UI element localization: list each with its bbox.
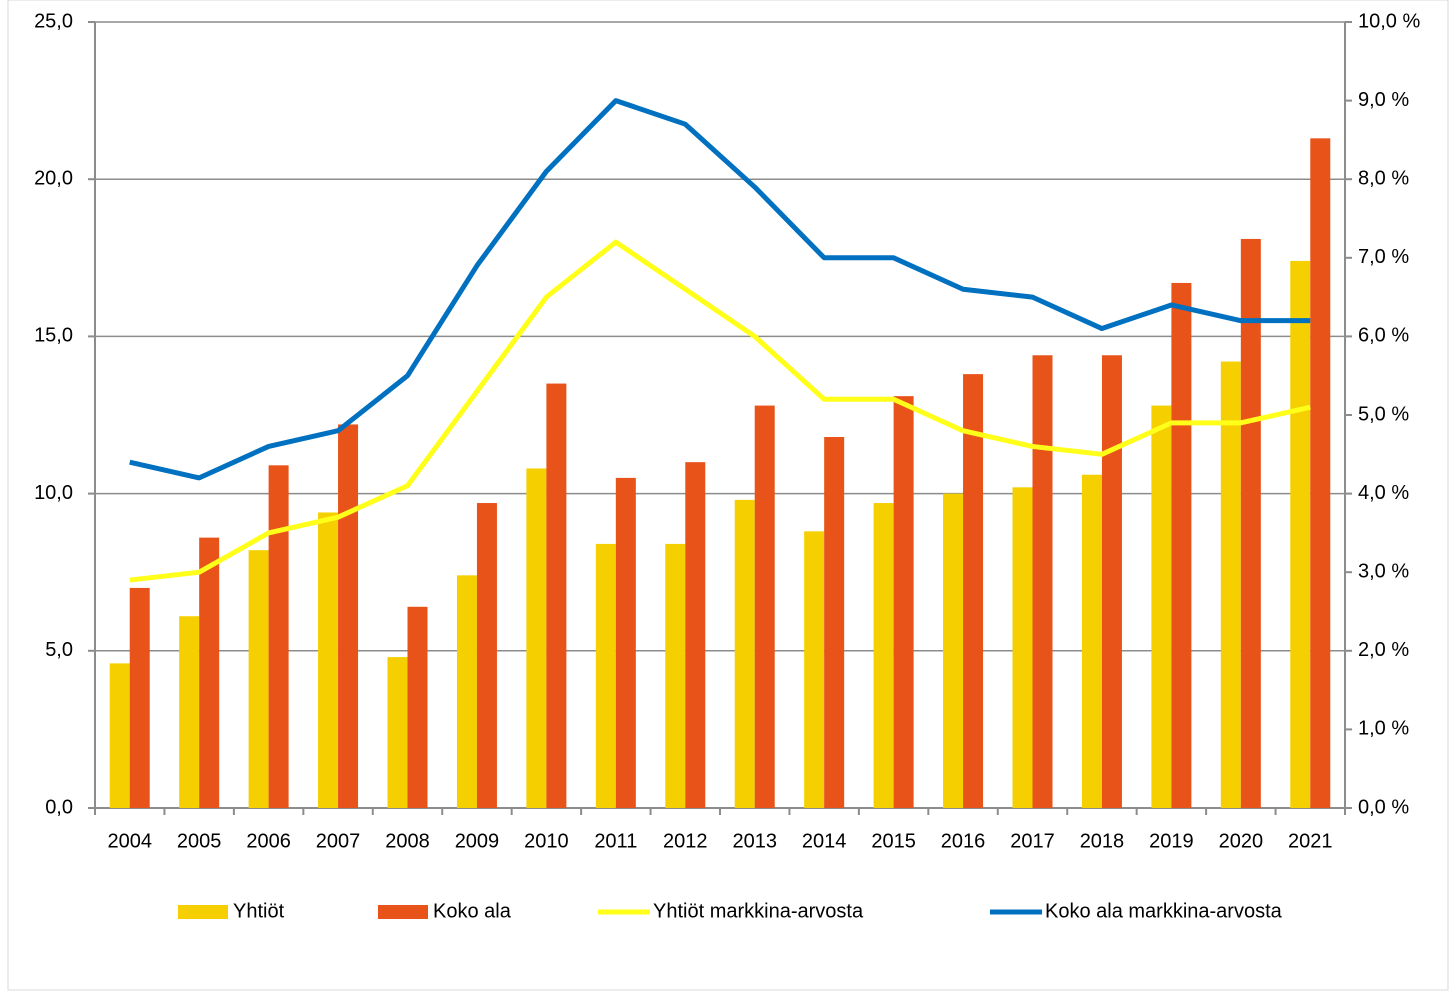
- x-tick-label: 2010: [524, 830, 569, 852]
- x-tick-label: 2009: [455, 830, 500, 852]
- bar: [1220, 361, 1241, 808]
- y-tick-label: 5,0: [45, 639, 73, 661]
- bar: [476, 503, 497, 808]
- x-tick-label: 2007: [316, 830, 361, 852]
- bar: [407, 606, 428, 808]
- x-tick-label: 2021: [1288, 830, 1333, 852]
- bar: [109, 663, 130, 808]
- x-tick-label: 2006: [246, 830, 291, 852]
- y-tick-label: 25,0: [34, 10, 73, 32]
- bar: [963, 374, 984, 808]
- bar: [546, 383, 567, 808]
- y2-tick-label: 4,0 %: [1358, 482, 1409, 504]
- bar: [1081, 474, 1102, 808]
- legend-label: Yhtiöt markkina-arvosta: [653, 900, 864, 922]
- bar: [268, 465, 289, 808]
- legend-swatch: [178, 905, 228, 919]
- x-tick-label: 2008: [385, 830, 430, 852]
- y-tick-label: 15,0: [34, 325, 73, 347]
- legend-swatch: [378, 905, 428, 919]
- x-tick-label: 2018: [1080, 830, 1125, 852]
- y2-tick-label: 7,0 %: [1358, 246, 1409, 268]
- bar: [804, 531, 825, 808]
- x-tick-label: 2013: [732, 830, 777, 852]
- bar: [685, 462, 706, 808]
- chart-frame: [7, 0, 1449, 991]
- bar: [734, 499, 755, 808]
- bar: [129, 587, 150, 808]
- x-tick-label: 2011: [594, 830, 637, 852]
- y2-tick-label: 5,0 %: [1358, 403, 1409, 425]
- bar: [595, 543, 616, 808]
- bar: [1151, 405, 1172, 808]
- bar: [387, 657, 408, 808]
- x-tick-label: 2016: [941, 830, 986, 852]
- bar: [526, 468, 547, 808]
- x-tick-label: 2017: [1010, 830, 1055, 852]
- bar: [318, 512, 339, 808]
- y2-tick-label: 2,0 %: [1358, 639, 1409, 661]
- y2-tick-label: 6,0 %: [1358, 325, 1409, 347]
- bar: [1101, 355, 1122, 808]
- bar: [873, 503, 894, 808]
- bar: [1290, 260, 1311, 809]
- y-tick-label: 0,0: [45, 796, 73, 818]
- x-tick-label: 2012: [663, 830, 708, 852]
- bar: [199, 537, 220, 808]
- bar: [1032, 355, 1053, 808]
- bar: [1240, 238, 1261, 808]
- bar: [1012, 487, 1033, 808]
- x-tick-label: 2014: [802, 830, 847, 852]
- bar: [893, 396, 914, 808]
- line-series: [129, 239, 1311, 583]
- bar: [456, 575, 477, 808]
- bar: [665, 543, 686, 808]
- bar: [1171, 282, 1192, 808]
- y2-tick-label: 1,0 %: [1358, 718, 1409, 740]
- bar: [824, 437, 845, 808]
- bar: [943, 493, 964, 808]
- x-tick-label: 2005: [177, 830, 222, 852]
- y2-tick-label: 8,0 %: [1358, 167, 1409, 189]
- bar: [179, 616, 200, 808]
- legend-label: Koko ala: [433, 900, 512, 922]
- bar: [615, 477, 636, 808]
- legend-label: Yhtiöt: [233, 900, 285, 922]
- bar: [248, 550, 269, 808]
- x-tick-label: 2020: [1219, 830, 1264, 852]
- y2-tick-label: 10,0 %: [1358, 10, 1420, 32]
- bar: [754, 405, 775, 808]
- y2-tick-label: 9,0 %: [1358, 89, 1409, 111]
- y-tick-label: 10,0: [34, 482, 73, 504]
- legend-label: Koko ala markkina-arvosta: [1045, 900, 1283, 922]
- y2-tick-label: 0,0 %: [1358, 796, 1409, 818]
- x-tick-label: 2015: [871, 830, 916, 852]
- x-tick-label: 2004: [107, 830, 152, 852]
- x-tick-label: 2019: [1149, 830, 1194, 852]
- y2-tick-label: 3,0 %: [1358, 560, 1409, 582]
- line-series: [129, 98, 1311, 481]
- y-tick-label: 20,0: [34, 167, 73, 189]
- bar: [1310, 138, 1331, 808]
- bar: [338, 424, 359, 808]
